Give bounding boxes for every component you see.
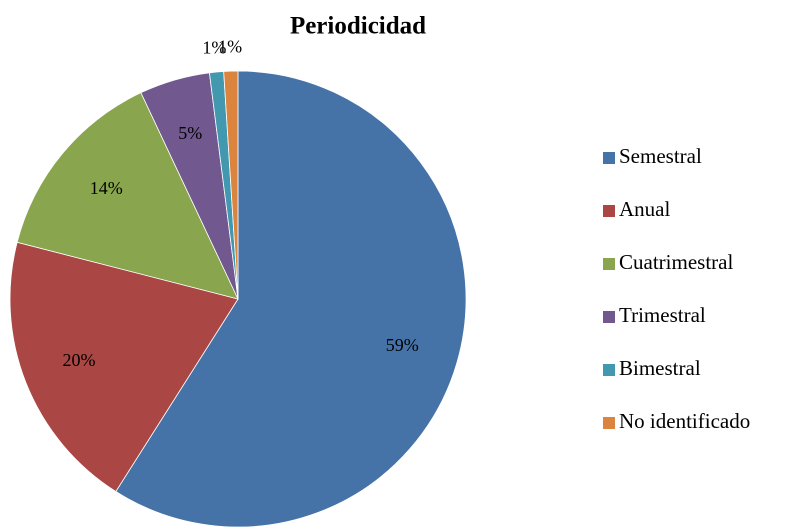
legend-swatch <box>603 364 615 376</box>
legend-swatch <box>603 417 615 429</box>
pie-slice <box>16 92 239 300</box>
chart-title: Periodicidad <box>290 13 426 40</box>
pie-slice <box>9 241 239 493</box>
legend-label: Cuatrimestral <box>619 250 733 274</box>
legend-label: Anual <box>619 197 670 221</box>
legend-swatch <box>603 205 615 217</box>
data-label: 5% <box>178 123 202 143</box>
data-label: 1% <box>218 36 242 56</box>
legend-label: No identificado <box>619 409 750 433</box>
pie-slice <box>223 70 239 300</box>
legend-label: Trimestral <box>619 303 706 327</box>
legend-swatch <box>603 152 615 164</box>
legend-swatch <box>603 258 615 270</box>
legend-swatch <box>603 311 615 323</box>
data-label: 14% <box>90 178 123 198</box>
data-label: 20% <box>63 350 96 370</box>
legend-label: Semestral <box>619 144 702 168</box>
data-label: 59% <box>386 335 419 355</box>
data-label: 1% <box>202 37 226 57</box>
legend-label: Bimestral <box>619 356 701 380</box>
